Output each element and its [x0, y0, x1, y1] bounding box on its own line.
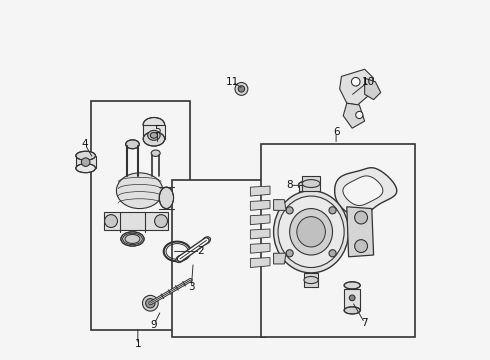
Ellipse shape [278, 196, 344, 267]
Circle shape [356, 111, 363, 118]
Circle shape [81, 158, 90, 166]
Polygon shape [343, 176, 383, 206]
Polygon shape [347, 207, 373, 257]
Bar [302, 176, 320, 191]
Circle shape [104, 215, 118, 228]
Bar [92, 102, 190, 330]
Text: 8: 8 [286, 180, 293, 190]
Ellipse shape [176, 255, 184, 262]
Polygon shape [273, 253, 286, 264]
Ellipse shape [298, 192, 307, 197]
Text: 3: 3 [188, 282, 195, 292]
Circle shape [349, 295, 355, 301]
Ellipse shape [126, 140, 139, 149]
Circle shape [235, 82, 248, 95]
Polygon shape [340, 69, 373, 105]
Circle shape [143, 296, 158, 311]
Polygon shape [250, 243, 270, 253]
Bar [76, 156, 96, 168]
Text: 11: 11 [226, 77, 239, 87]
Ellipse shape [125, 234, 140, 243]
Ellipse shape [290, 208, 333, 255]
Text: 9: 9 [150, 320, 157, 330]
Polygon shape [365, 78, 381, 100]
Ellipse shape [304, 276, 318, 284]
Ellipse shape [273, 191, 348, 273]
Ellipse shape [143, 132, 165, 146]
Ellipse shape [344, 282, 360, 289]
Text: 10: 10 [362, 77, 375, 87]
Text: 1: 1 [135, 339, 141, 349]
Circle shape [286, 250, 293, 257]
Ellipse shape [121, 232, 144, 246]
Ellipse shape [151, 150, 160, 157]
Polygon shape [343, 103, 365, 128]
Polygon shape [104, 212, 168, 230]
Ellipse shape [302, 180, 320, 188]
Ellipse shape [297, 217, 325, 247]
Bar [172, 180, 265, 337]
Polygon shape [250, 257, 270, 267]
Circle shape [351, 77, 360, 86]
Polygon shape [335, 168, 397, 217]
Polygon shape [273, 200, 286, 210]
Ellipse shape [143, 117, 165, 132]
Polygon shape [250, 215, 270, 225]
Text: 4: 4 [82, 139, 88, 149]
Circle shape [238, 86, 245, 92]
Circle shape [329, 207, 336, 214]
Polygon shape [250, 229, 270, 239]
Ellipse shape [344, 307, 360, 314]
Text: 6: 6 [333, 127, 340, 137]
Polygon shape [250, 186, 270, 196]
Bar [143, 125, 165, 139]
Ellipse shape [76, 164, 96, 173]
Text: 2: 2 [197, 247, 204, 256]
Ellipse shape [298, 182, 307, 189]
Circle shape [329, 250, 336, 257]
Polygon shape [250, 201, 270, 210]
Circle shape [155, 215, 168, 228]
Bar [261, 144, 415, 337]
Circle shape [286, 207, 293, 214]
Bar [304, 273, 318, 287]
Ellipse shape [76, 151, 96, 160]
Text: 7: 7 [361, 318, 368, 328]
Text: 5: 5 [154, 125, 161, 135]
Bar [344, 289, 360, 310]
Circle shape [355, 240, 368, 252]
Ellipse shape [202, 237, 211, 244]
Ellipse shape [117, 173, 163, 208]
Circle shape [355, 211, 368, 224]
Ellipse shape [159, 187, 173, 208]
Bar [298, 185, 307, 194]
Ellipse shape [150, 132, 157, 138]
Ellipse shape [147, 130, 160, 140]
Circle shape [146, 298, 155, 308]
